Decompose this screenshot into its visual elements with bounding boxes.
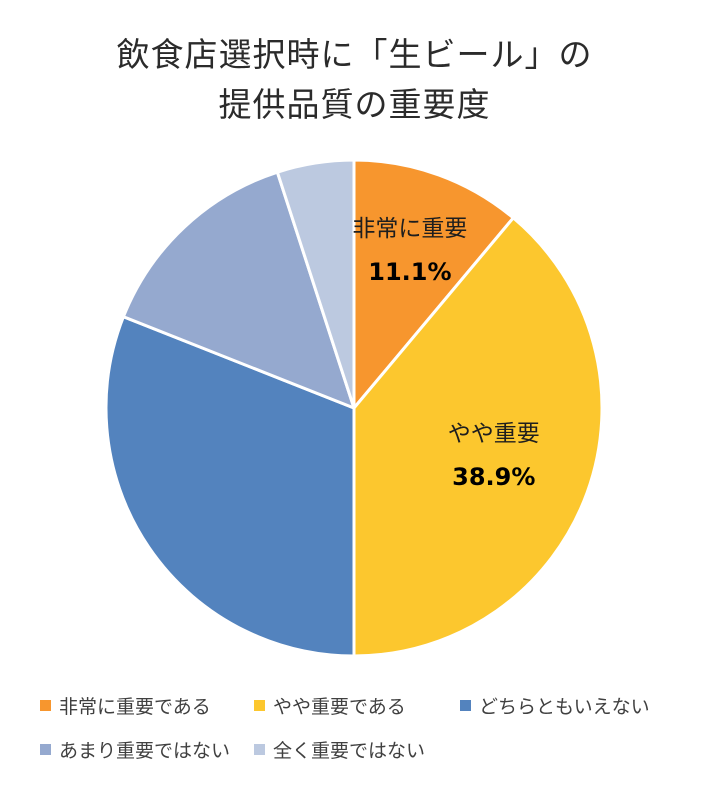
legend-item-somewhat-important: やや重要である (254, 692, 406, 719)
legend-label: やや重要である (273, 696, 406, 718)
legend-label: あまり重要ではない (59, 740, 231, 762)
chart-title: 飲食店選択時に「生ビール」の 提供品質の重要度 (0, 30, 709, 130)
pie-slice (352, 216, 604, 658)
chart-title-line-1: 飲食店選択時に「生ビール」の (116, 35, 593, 74)
legend-swatch (460, 700, 471, 711)
legend-swatch (40, 744, 51, 755)
pie-slice (104, 315, 356, 658)
chart-title-line-2: 提供品質の重要度 (218, 85, 491, 124)
legend-swatch (254, 744, 265, 755)
pie-slice (275, 158, 356, 410)
pie-slice (352, 158, 515, 410)
legend-swatch (40, 700, 51, 711)
slice-label: やや重要 (448, 421, 540, 447)
legend-item-neutral: どちらともいえない (460, 692, 650, 719)
legend-swatch (254, 700, 265, 711)
slice-value-label: 38.9% (452, 463, 535, 491)
legend-label: どちらともいえない (479, 696, 650, 718)
legend-item-not-very-important: あまり重要ではない (40, 736, 230, 763)
slice-label: 非常に重要 (352, 216, 467, 242)
legend-label: 非常に重要である (59, 696, 211, 718)
legend-item-very-important: 非常に重要である (40, 692, 211, 719)
slice-value-label: 11.1% (368, 258, 451, 286)
legend-item-not-important-at-all: 全く重要ではない (254, 736, 425, 763)
legend-label: 全く重要ではない (273, 740, 426, 762)
